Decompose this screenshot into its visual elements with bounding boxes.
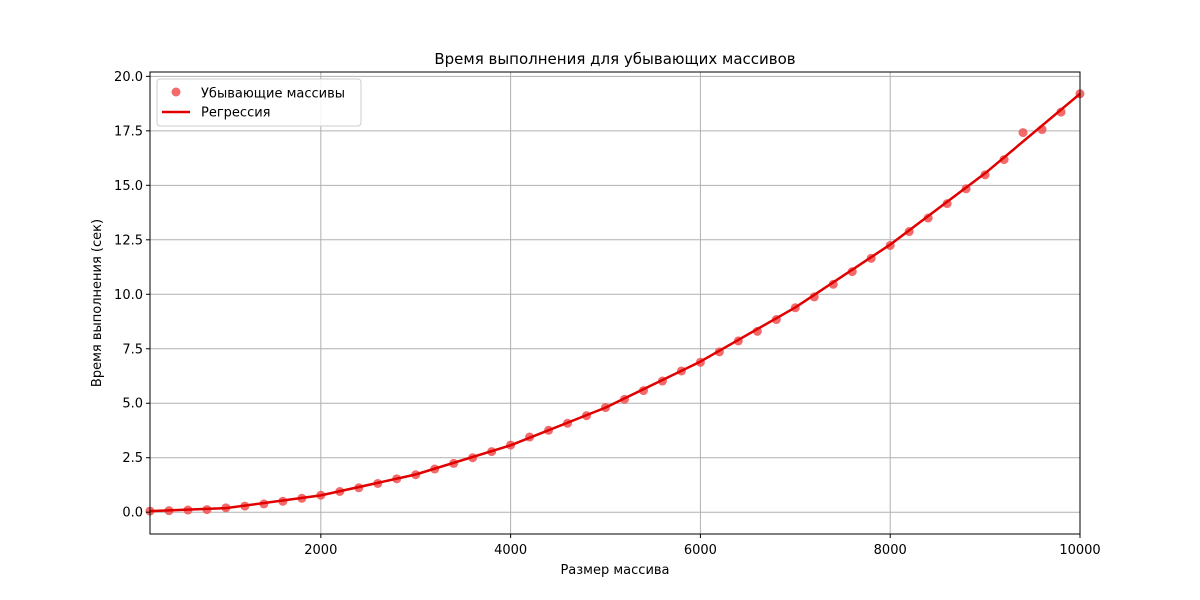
x-tick-label: 10000 xyxy=(1059,543,1100,558)
x-axis: 2000 4000 6000 8000 10000 xyxy=(304,534,1101,558)
legend: Убывающие массивы Регрессия xyxy=(156,78,362,127)
y-tick-label: 2.5 xyxy=(122,451,143,466)
grid xyxy=(150,72,1081,534)
data-point xyxy=(999,155,1009,165)
x-tick-label: 2000 xyxy=(304,543,337,558)
y-axis-label: Время выполнения (сек) xyxy=(90,219,105,387)
x-axis-label: Размер массива xyxy=(560,563,669,578)
y-tick-label: 10.0 xyxy=(114,288,143,303)
x-tick-label: 4000 xyxy=(494,543,527,558)
y-tick-label: 15.0 xyxy=(114,179,143,194)
plot-area xyxy=(145,71,1085,535)
series-layer xyxy=(145,89,1085,516)
y-tick-label: 20.0 xyxy=(114,70,143,85)
plot-frame xyxy=(149,71,1081,535)
y-tick-label: 17.5 xyxy=(114,124,143,139)
chart-title: Время выполнения для убывающих массивов xyxy=(434,50,795,68)
data-point xyxy=(1056,107,1066,117)
x-tick-label: 6000 xyxy=(684,543,717,558)
plot-background xyxy=(150,72,1080,534)
y-tick-label: 5.0 xyxy=(122,397,143,412)
y-tick-label: 0.0 xyxy=(122,506,143,521)
x-tick-label: 8000 xyxy=(874,543,907,558)
y-tick-label: 7.5 xyxy=(122,342,143,357)
legend-label-line: Регрессия xyxy=(201,106,270,121)
y-axis: 0.0 2.5 5.0 7.5 10.0 12.5 15.0 17.5 20.0 xyxy=(114,70,150,521)
legend-label-scatter: Убывающие массивы xyxy=(201,87,345,102)
legend-box xyxy=(156,78,362,127)
legend-marker-scatter xyxy=(171,87,181,97)
data-point xyxy=(1018,128,1028,138)
regression-line xyxy=(149,92,1081,513)
y-tick-label: 12.5 xyxy=(114,233,143,248)
